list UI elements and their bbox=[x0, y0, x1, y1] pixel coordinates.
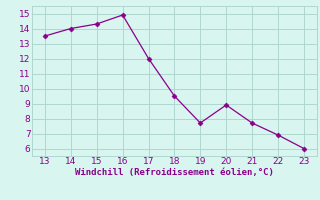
X-axis label: Windchill (Refroidissement éolien,°C): Windchill (Refroidissement éolien,°C) bbox=[75, 168, 274, 177]
